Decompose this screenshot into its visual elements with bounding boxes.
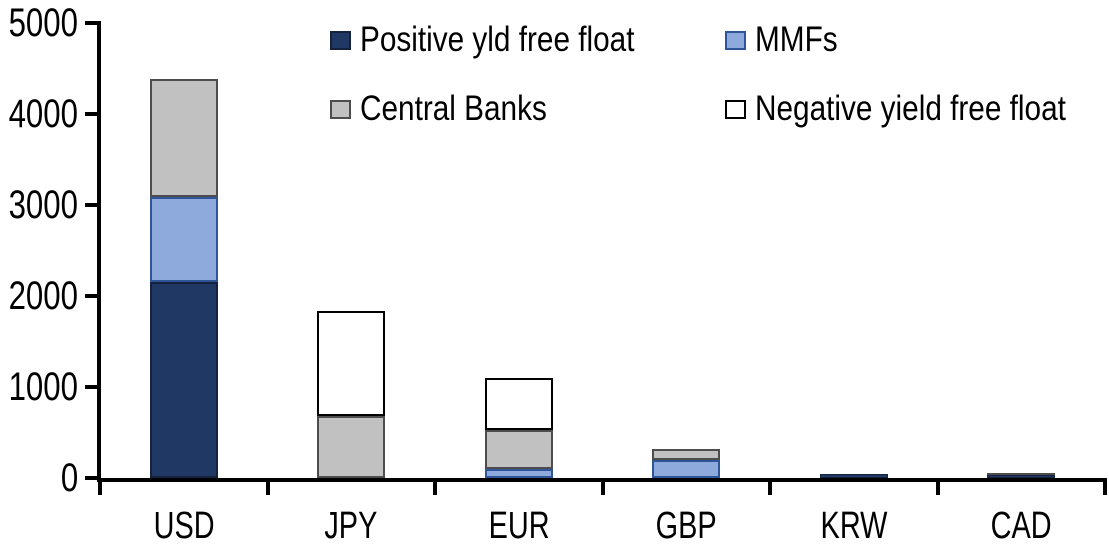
y-axis-tick-label-text: 3000: [8, 183, 78, 227]
bar-usd: [149, 78, 218, 478]
x-tick: [265, 478, 270, 495]
y-axis-tick-label-text: 2000: [8, 274, 78, 318]
y-axis-tick-label-text: 4000: [8, 92, 78, 136]
y-axis-tick-label: 3000: [0, 185, 78, 225]
y-axis-tick-label: 1000: [0, 367, 78, 407]
x-axis-category-label: USD: [104, 506, 264, 546]
y-axis-tick-label-text: 0: [60, 456, 78, 500]
bar-segment: [149, 196, 218, 283]
y-tick: [85, 203, 98, 207]
bar-jpy: [317, 310, 386, 478]
y-axis-line: [97, 21, 101, 482]
x-tick: [433, 478, 437, 495]
legend-swatch-icon: [330, 30, 351, 50]
legend-item: MMFs: [725, 20, 852, 60]
y-tick: [85, 294, 98, 298]
bar-segment: [652, 448, 721, 460]
bar-segment: [819, 474, 888, 478]
x-tick: [98, 478, 102, 495]
legend-item: Negative yield free float: [725, 89, 1109, 129]
x-tick: [768, 478, 772, 495]
y-axis-tick-label: 5000: [0, 3, 78, 43]
legend-label-text: MMFs: [755, 20, 838, 59]
bar-eur: [484, 377, 553, 478]
bar-segment: [987, 472, 1056, 476]
legend-label-text: Negative yield free float: [755, 89, 1066, 128]
x-axis-category-label: EUR: [439, 506, 599, 546]
x-tick: [1103, 478, 1107, 495]
x-tick: [600, 478, 605, 495]
bar-gbp: [652, 448, 721, 478]
y-axis-tick-label-text: 5000: [8, 1, 78, 45]
bar-segment: [484, 429, 553, 469]
y-tick: [85, 385, 98, 389]
y-axis-tick-label: 0: [0, 458, 78, 498]
x-axis-category-label-text: EUR: [488, 505, 550, 547]
bar-segment: [484, 468, 553, 478]
y-tick: [85, 21, 98, 25]
x-axis-category-label: GBP: [606, 506, 766, 546]
legend-label: Central Banks: [360, 89, 580, 129]
legend-label: Positive yld free float: [360, 20, 683, 60]
bar-segment: [149, 78, 218, 197]
legend-swatch-icon: [725, 30, 746, 50]
bar-segment: [317, 416, 386, 478]
x-tick: [935, 478, 940, 495]
bar-segment: [317, 310, 386, 417]
x-axis-category-label: JPY: [271, 506, 431, 546]
x-axis-category-label-text: USD: [153, 505, 215, 547]
bar-segment: [149, 282, 218, 478]
legend-item: Central Banks: [330, 89, 580, 129]
x-axis-category-label-text: JPY: [324, 505, 378, 547]
x-axis-category-label: KRW: [774, 506, 934, 546]
x-axis-category-label-text: KRW: [820, 505, 888, 547]
bar-segment: [484, 377, 553, 430]
legend-swatch-icon: [725, 99, 746, 119]
legend-label-text: Central Banks: [360, 89, 547, 128]
legend-label-text: Positive yld free float: [360, 20, 635, 59]
bar-segment: [652, 459, 721, 478]
y-axis-tick-label-text: 1000: [8, 365, 78, 409]
legend-item: Positive yld free float: [330, 20, 683, 60]
x-axis-category-label-text: GBP: [655, 505, 717, 547]
y-tick: [85, 476, 98, 480]
y-axis-tick-label: 2000: [0, 276, 78, 316]
x-axis-category-label: CAD: [941, 506, 1101, 546]
bar-segment: [987, 475, 1056, 478]
legend-swatch-icon: [330, 99, 351, 119]
x-axis-category-label-text: CAD: [990, 505, 1052, 547]
y-axis-tick-label: 4000: [0, 94, 78, 134]
legend-label: Negative yield free float: [755, 89, 1109, 129]
y-tick: [85, 112, 98, 116]
legend-label: MMFs: [755, 20, 852, 60]
bar-krw: [819, 474, 888, 478]
bar-cad: [987, 472, 1056, 478]
